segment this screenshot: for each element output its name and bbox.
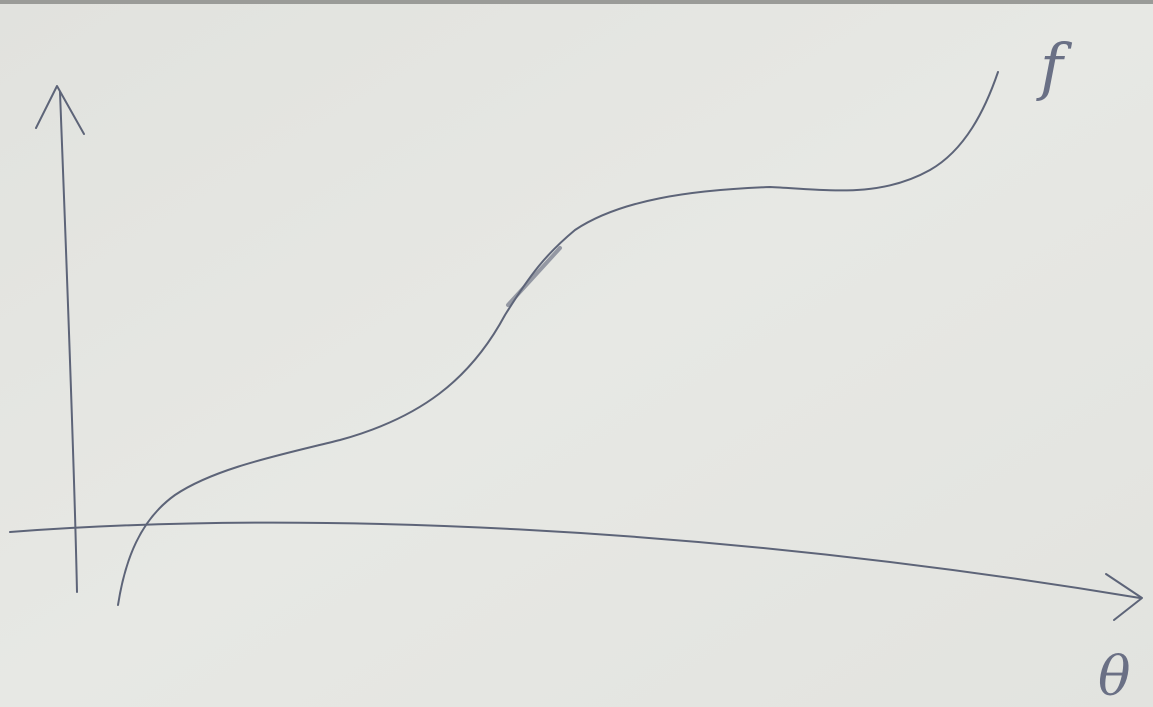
x-axis — [9, 521, 1141, 599]
y-axis-arrow — [35, 85, 85, 135]
x-axis-label: θ — [1098, 645, 1131, 707]
curve-mark — [506, 246, 562, 307]
curve — [117, 71, 999, 606]
top-edge — [0, 0, 1153, 4]
x-axis-arrow — [1105, 573, 1143, 621]
y-axis — [59, 91, 78, 593]
